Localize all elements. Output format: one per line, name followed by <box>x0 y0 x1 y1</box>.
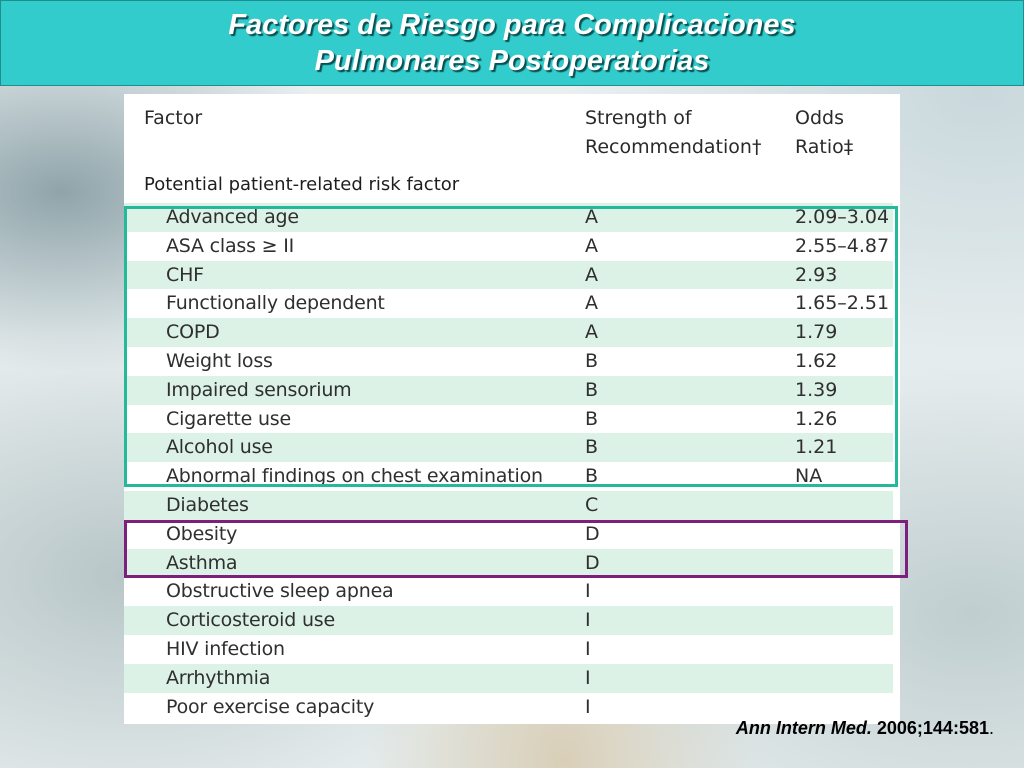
factor-cell: Advanced age <box>166 206 299 228</box>
odds-ratio-cell: NA <box>795 465 823 488</box>
strength-cell: C <box>585 493 599 516</box>
factor-cell: HIV infection <box>166 637 285 660</box>
strength-cell: B <box>585 378 599 401</box>
factor-cell: Cigarette use <box>166 407 291 430</box>
table-row: Arrhythmia I <box>124 663 893 693</box>
factor-cell: Asthma <box>166 551 238 574</box>
strength-cell: B <box>585 436 599 459</box>
strength-cell: B <box>585 407 599 430</box>
table-row: Corticosteroid use I <box>124 606 893 635</box>
table-row: Functionally dependent A 1.65–2.51 <box>124 289 893 318</box>
factor-cell: Diabetes <box>166 493 249 516</box>
odds-ratio-cell: 1.21 <box>795 436 838 459</box>
highlight-box-green <box>124 206 898 487</box>
column-header-strength: Strength of Recommendation† <box>585 104 785 162</box>
slide-title-line-2: Pulmonares Postoperatorias <box>314 45 710 77</box>
column-header-odds-line1: Odds <box>795 107 844 129</box>
odds-ratio-cell: 2.93 <box>795 263 838 286</box>
table-row: HIV infection I <box>124 635 893 664</box>
strength-cell: A <box>585 234 598 257</box>
strength-cell: I <box>585 580 591 603</box>
factor-cell: Poor exercise capacity <box>166 695 375 718</box>
odds-ratio-cell: 1.79 <box>795 321 838 344</box>
odds-ratio-cell: 1.62 <box>795 349 838 372</box>
strength-cell: B <box>585 465 599 488</box>
slide-title-bar: Factores de Riesgo para Complicaciones P… <box>0 0 1024 86</box>
column-header-strength-line1: Strength of <box>585 107 692 129</box>
strength-cell: D <box>585 522 600 545</box>
table-row: ASA class ≥ II A 2.55–4.87 <box>124 232 893 261</box>
strength-cell: A <box>585 263 598 286</box>
strength-cell: I <box>585 609 591 632</box>
factor-cell: Impaired sensorium <box>166 378 352 401</box>
table-row: Diabetes C <box>124 490 893 520</box>
odds-ratio-cell: 2.09–3.04 <box>795 206 890 228</box>
section-title: Potential patient-related risk factor <box>144 174 460 195</box>
strength-cell: B <box>585 349 599 372</box>
odds-ratio-cell: 1.65–2.51 <box>795 292 890 315</box>
citation-journal: Ann Intern Med. <box>735 718 872 738</box>
strength-cell: A <box>585 292 598 315</box>
strength-cell: A <box>585 321 598 344</box>
odds-ratio-cell: 1.26 <box>795 407 838 430</box>
column-header-strength-line2: Recommendation† <box>585 136 762 158</box>
factor-cell: COPD <box>166 321 220 344</box>
strength-cell: I <box>585 695 591 718</box>
table-row: Cigarette use B 1.26 <box>124 405 893 434</box>
factor-cell: Obstructive sleep apnea <box>166 580 394 603</box>
table-row: Obesity D <box>124 520 893 549</box>
strength-cell: I <box>585 637 591 660</box>
strength-cell: A <box>585 206 598 228</box>
factor-cell: CHF <box>166 263 204 286</box>
factor-cell: ASA class ≥ II <box>166 234 295 257</box>
factor-cell: Arrhythmia <box>166 666 271 689</box>
table-row: Abnormal findings on chest examination B N… <box>124 462 893 491</box>
table-row: Poor exercise capacity I <box>124 693 893 722</box>
table-row: Impaired sensorium B 1.39 <box>124 375 893 405</box>
odds-ratio-cell: 1.39 <box>795 378 838 401</box>
table-row: COPD A 1.79 <box>124 318 893 347</box>
table-row: Asthma D <box>124 548 893 578</box>
strength-cell: D <box>585 551 600 574</box>
factor-cell: Functionally dependent <box>166 292 385 315</box>
factor-cell: Obesity <box>166 522 238 545</box>
table-row: Obstructive sleep apnea I <box>124 577 893 606</box>
factor-cell: Abnormal findings on chest examination <box>166 465 543 488</box>
citation-period: . <box>988 718 994 738</box>
slide-title-line-1: Factores de Riesgo para Complicaciones <box>228 9 796 41</box>
factor-cell: Weight loss <box>166 349 273 372</box>
column-header-odds: Odds Ratio‡ <box>795 104 895 162</box>
factor-cell: Corticosteroid use <box>166 609 335 632</box>
citation: Ann Intern Med. 2006;144:581. <box>736 718 994 739</box>
column-header-odds-line2: Ratio‡ <box>795 136 854 158</box>
table-row: Alcohol use B 1.21 <box>124 433 893 463</box>
factor-cell: Alcohol use <box>166 436 273 459</box>
highlight-box-purple <box>124 520 908 578</box>
table-row: CHF A 2.93 <box>124 260 893 290</box>
table-row: Weight loss B 1.62 <box>124 347 893 376</box>
table-body: Advanced age A 2.09–3.04 ASA class ≥ II A 2.5… <box>124 203 893 721</box>
odds-ratio-cell: 2.55–4.87 <box>795 234 890 257</box>
citation-reference: 2006;144:581 <box>876 718 989 738</box>
risk-factor-table: Factor Strength of Recommendation† Odds … <box>124 94 900 724</box>
strength-cell: I <box>585 666 591 689</box>
column-header-factor: Factor <box>144 107 203 129</box>
